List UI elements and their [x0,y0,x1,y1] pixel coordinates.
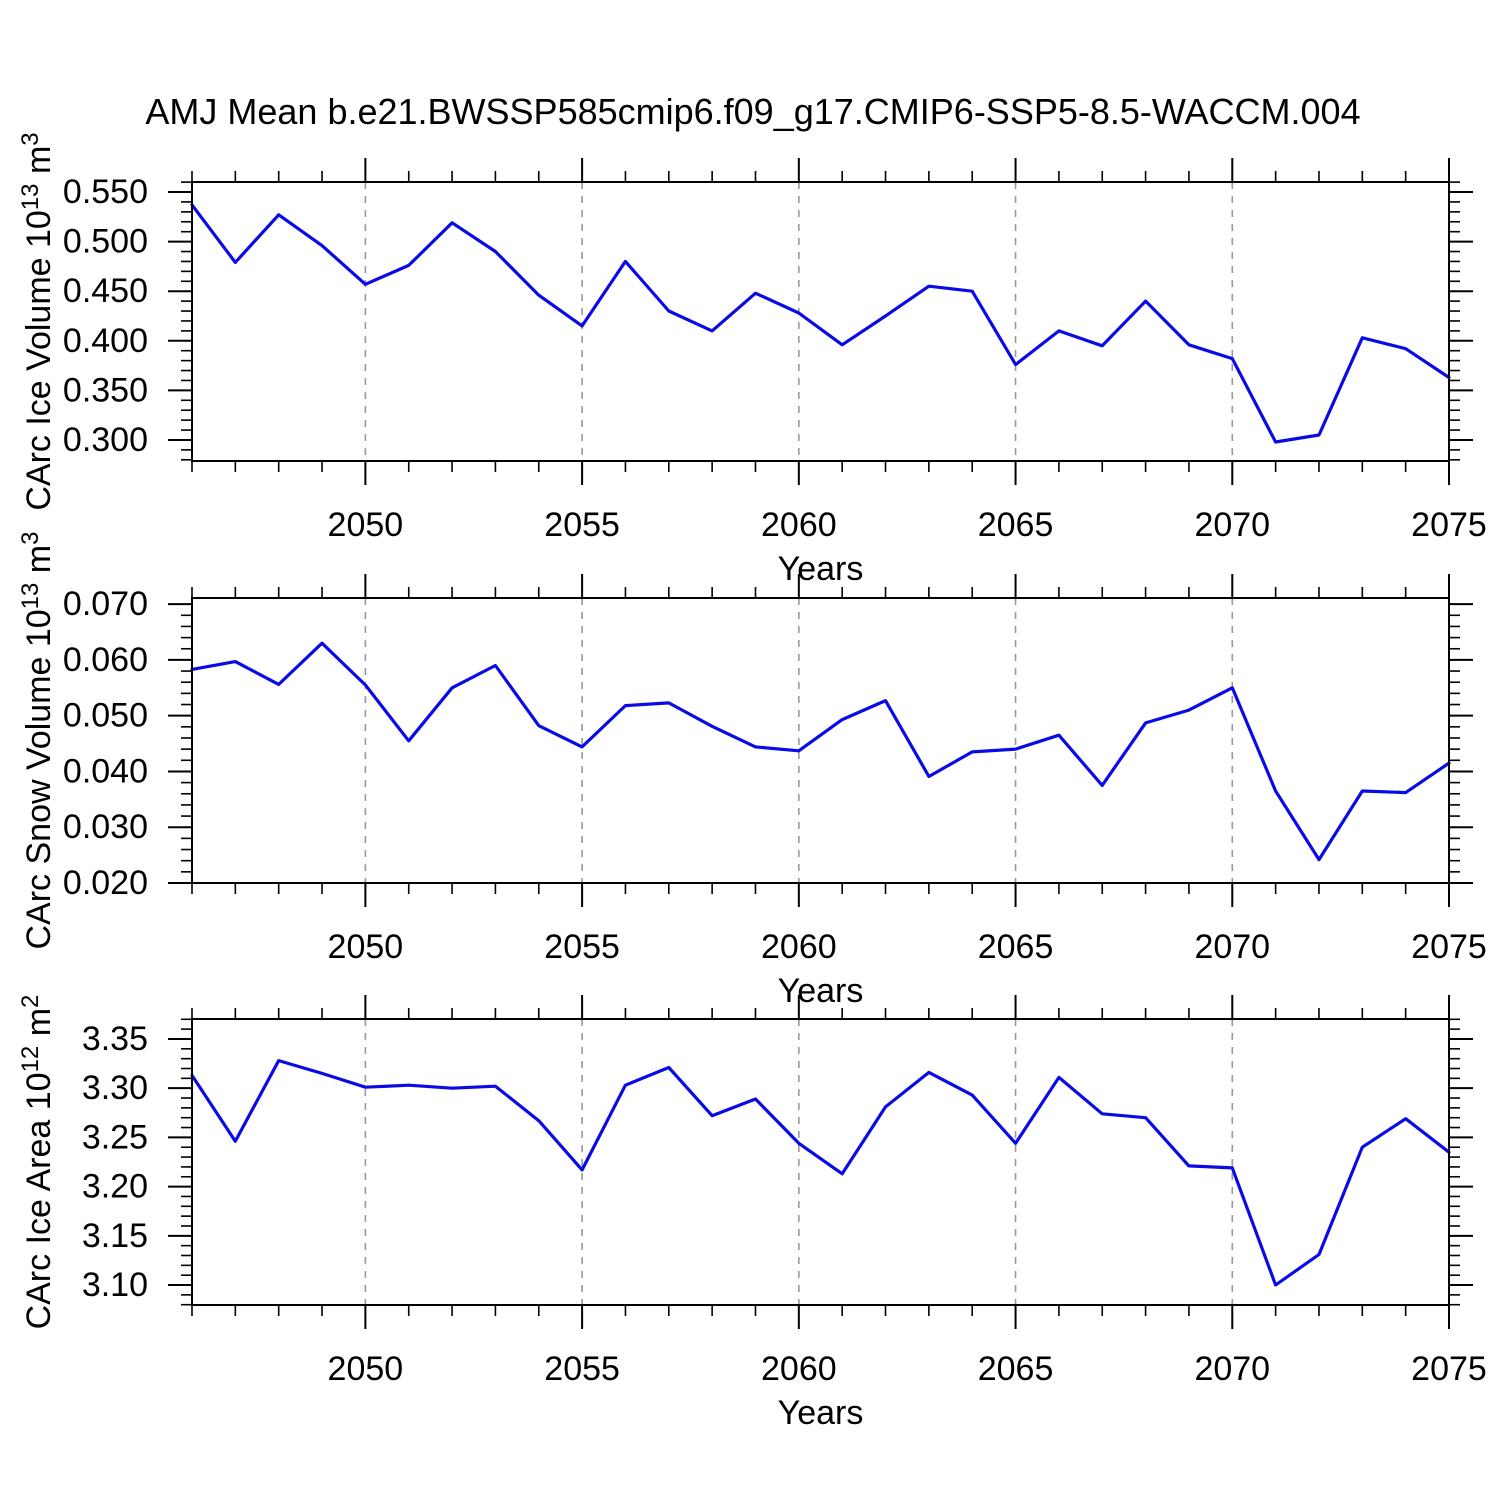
x-tick-label: 2055 [544,506,620,544]
x-tick-label: 2075 [1411,928,1487,966]
y-tick-label: 0.400 [63,322,148,360]
y-tick-label: 0.450 [63,272,148,310]
x-tick-label: 2075 [1411,506,1487,544]
x-tick-label: 2055 [544,928,620,966]
panel-carc-ice-area: 2050 2055 2060 2065 2070 2075 Years 3.10 3.15 3.2… [17,995,1487,1432]
x-tick-label: 2060 [761,928,837,966]
figure-title: AMJ Mean b.e21.BWSSP585cmip6.f09_g17.CMI… [145,91,1360,132]
x-tick-label: 2070 [1194,1350,1270,1388]
x-tick-label: 2070 [1194,928,1270,966]
carc-ice-volume-line [190,203,1451,444]
x-tick-label: 2055 [544,1350,620,1388]
y-tick-label: 0.020 [63,864,148,902]
y-tick-label: 0.040 [63,752,148,790]
y-tick-label: 3.35 [82,1020,148,1058]
y-tick-label: 0.300 [63,421,148,459]
x-tick-label: 2050 [328,1350,404,1388]
plot-border [191,181,1450,462]
y-tick-label: 0.070 [63,585,148,623]
y-tick-label: 3.25 [82,1118,148,1156]
y-tick-label: 0.350 [63,371,148,409]
x-tick-label: 2070 [1194,506,1270,544]
y-tick-label: 0.500 [63,223,148,261]
panels-group: 2050 2055 2060 2065 2070 2075 Years 0.300 0.350 0… [17,132,1487,1432]
y-tick-label: 3.20 [82,1168,148,1206]
y-axis-title: CArc Ice Volume 1013 m3 [17,132,58,510]
x-axis-title: Years [778,1394,864,1432]
y-tick-label: 0.050 [63,697,148,735]
x-tick-label: 2050 [328,928,404,966]
x-tick-label: 2065 [978,1350,1054,1388]
x-tick-label: 2065 [978,506,1054,544]
carc-ice-area-line [190,1059,1451,1287]
x-tick-label: 2060 [761,1350,837,1388]
x-tick-label: 2060 [761,506,837,544]
panel-carc-snow-volume: 2050 2055 2060 2065 2070 2075 Years 0.020 0.030 0… [17,531,1487,1010]
plot-border [191,597,1450,884]
x-tick-label: 2065 [978,928,1054,966]
x-axis-title: Years [778,550,864,588]
plot-border [191,1018,1450,1306]
y-tick-label: 3.10 [82,1266,148,1304]
panel-carc-ice-volume: 2050 2055 2060 2065 2070 2075 Years 0.300 0.350 0… [17,132,1487,588]
x-axis-title: Years [778,972,864,1010]
y-axis-title: CArc Snow Volume 1013 m3 [17,531,58,949]
y-axis-title: CArc Ice Area 1012 m2 [17,995,58,1330]
x-tick-label: 2050 [328,506,404,544]
y-tick-label: 3.30 [82,1069,148,1107]
y-tick-label: 3.15 [82,1217,148,1255]
y-tick-label: 0.060 [63,641,148,679]
x-tick-label: 2075 [1411,1350,1487,1388]
y-tick-label: 0.030 [63,808,148,846]
y-tick-label: 0.550 [63,173,148,211]
carc-snow-volume-line [190,641,1451,862]
